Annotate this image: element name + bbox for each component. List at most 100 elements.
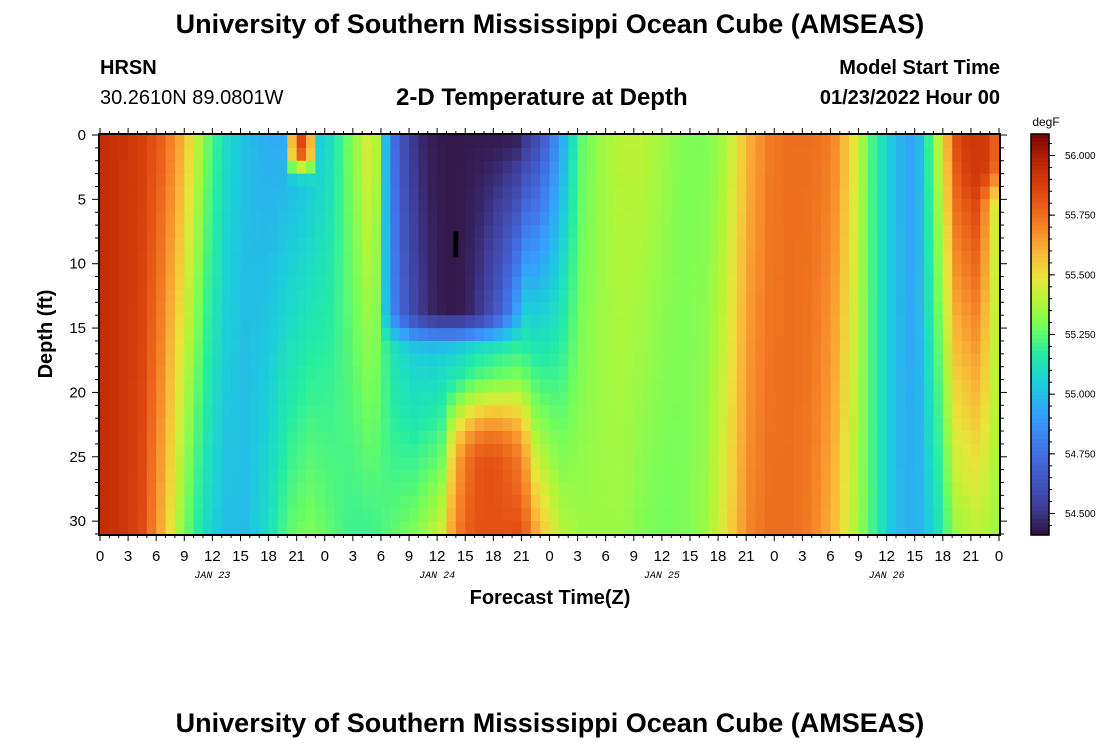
heatmap-cell (343, 173, 354, 188)
heatmap-cell (661, 508, 672, 522)
heatmap-cell (455, 315, 466, 329)
heatmap-cell (371, 276, 382, 291)
heatmap-cell (399, 508, 410, 522)
heatmap-cell (633, 431, 644, 445)
heatmap-cell (961, 431, 972, 445)
heatmap-cell (615, 135, 626, 149)
heatmap-cell (446, 237, 457, 252)
heatmap-cell (418, 469, 429, 484)
heatmap-cell (343, 186, 354, 200)
heatmap-cell (802, 135, 813, 149)
heatmap-cell (708, 225, 719, 239)
heatmap-cell (399, 456, 410, 471)
heatmap-cell (465, 135, 476, 149)
heatmap-cell (540, 469, 551, 484)
heatmap-cell (942, 521, 953, 535)
heatmap-cell (277, 456, 288, 471)
heatmap-cell (306, 495, 316, 509)
heatmap-cell (615, 147, 626, 162)
heatmap-cell (577, 135, 588, 149)
heatmap-cell (708, 521, 719, 535)
heatmap-cell (465, 353, 476, 368)
heatmap-cell (306, 276, 316, 291)
heatmap-cell (624, 186, 635, 200)
heatmap-cell (427, 366, 438, 381)
heatmap-cell (905, 521, 916, 535)
x-tick-label: 18 (710, 548, 727, 565)
heatmap-cell (952, 289, 963, 303)
heatmap-cell (661, 456, 672, 471)
heatmap-cell (465, 199, 476, 213)
heatmap-cell (287, 237, 298, 252)
heatmap-cell (895, 212, 906, 226)
heatmap-cell (390, 443, 401, 458)
heatmap-cell (708, 302, 719, 316)
heatmap-cell (961, 186, 972, 200)
heatmap-cell (914, 431, 925, 445)
heatmap-cell (689, 186, 700, 200)
heatmap-cell (671, 379, 682, 394)
heatmap-cell (249, 405, 260, 419)
heatmap-cell (221, 328, 232, 342)
heatmap-cell (961, 289, 972, 303)
heatmap-cell (221, 135, 232, 149)
heatmap-cell (483, 250, 494, 265)
heatmap-cell (277, 289, 288, 303)
heatmap-cell (259, 263, 270, 278)
heatmap-cell (221, 469, 232, 484)
heatmap-cell (502, 508, 513, 522)
heatmap-cell (736, 431, 747, 445)
heatmap-cell (465, 456, 476, 471)
heatmap-cell (287, 302, 298, 316)
heatmap-cell (399, 431, 410, 445)
heatmap-cell (277, 199, 288, 213)
heatmap-cell (961, 276, 972, 291)
heatmap-cell (746, 263, 757, 278)
heatmap-cell (877, 263, 888, 278)
heatmap-cell (549, 160, 560, 175)
heatmap-cell (802, 353, 813, 368)
heatmap-cell (689, 392, 700, 406)
heatmap-cell (652, 482, 663, 496)
heatmap-cell (952, 212, 963, 226)
heatmap-cell (446, 340, 457, 355)
heatmap-cell (137, 186, 148, 200)
heatmap-cell (352, 160, 363, 175)
heatmap-cell (409, 469, 419, 484)
heatmap-cell (689, 135, 700, 149)
heatmap-cell (109, 495, 120, 509)
heatmap-cell (736, 135, 747, 149)
heatmap-cell (652, 315, 663, 329)
heatmap-cell (137, 289, 148, 303)
heatmap-cell (455, 469, 466, 484)
heatmap-cell (933, 276, 944, 291)
heatmap-cell (118, 366, 129, 381)
heatmap-cell (764, 289, 775, 303)
heatmap-cell (409, 392, 419, 406)
heatmap-cell (830, 173, 841, 188)
heatmap-cell (671, 495, 682, 509)
heatmap-cell (193, 495, 204, 509)
heatmap-cell (961, 173, 972, 188)
heatmap-cell (334, 160, 345, 175)
heatmap-cell (109, 199, 120, 213)
heatmap-cell (549, 135, 560, 149)
heatmap-cell (184, 456, 195, 471)
heatmap-cell (203, 379, 213, 394)
heatmap-cell (839, 353, 850, 368)
heatmap-cell (306, 482, 316, 496)
heatmap-cell (830, 495, 841, 509)
heatmap-cell (512, 482, 522, 496)
heatmap-cell (802, 443, 813, 458)
heatmap-cell (811, 199, 822, 213)
heatmap-cell (970, 160, 981, 175)
heatmap-cell (409, 147, 419, 162)
heatmap-cell (980, 508, 991, 522)
heatmap-cell (549, 315, 560, 329)
heatmap-cell (390, 135, 401, 149)
heatmap-cell (755, 521, 766, 535)
heatmap-cell (212, 147, 223, 162)
heatmap-cell (371, 392, 382, 406)
heatmap-cell (661, 237, 672, 252)
heatmap-cell (933, 521, 944, 535)
